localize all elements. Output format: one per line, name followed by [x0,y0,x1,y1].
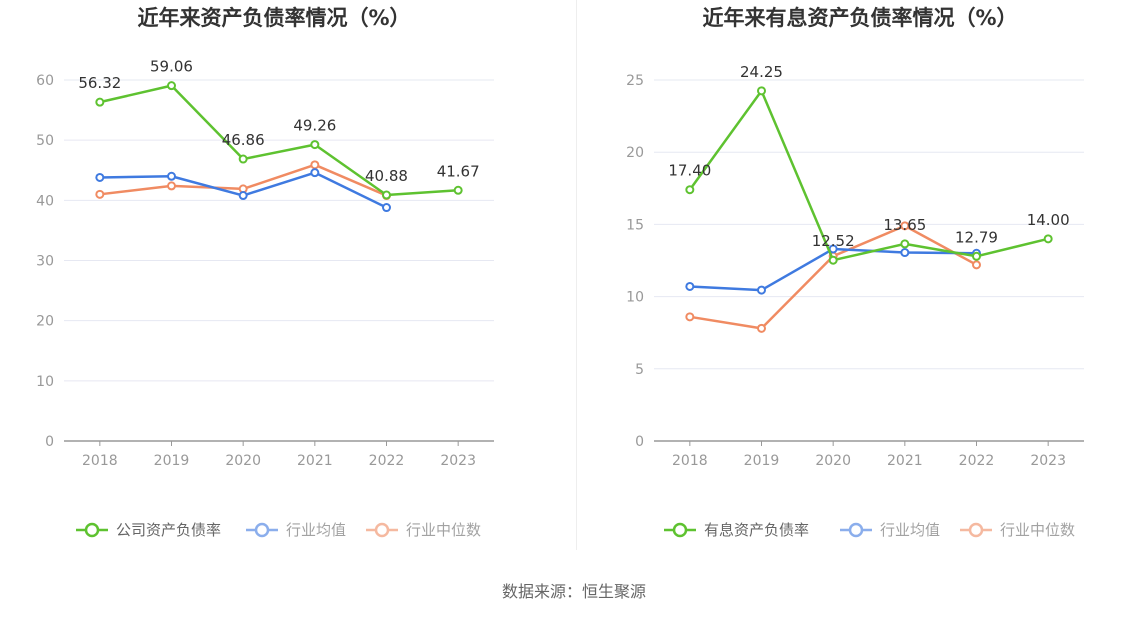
data-label: 12.79 [955,228,998,246]
legend-label: 行业中位数 [1000,521,1075,539]
legend-item-primary[interactable]: 公司资产负债率 [76,521,221,539]
data-label: 59.06 [150,58,193,76]
data-point-median[interactable] [95,189,105,199]
data-label: 13.65 [883,216,926,234]
legend-marker-icon [968,522,984,538]
y-tick-label: 30 [36,254,54,270]
data-point-average[interactable] [900,248,910,258]
data-label: 12.52 [812,232,855,250]
data-point-average[interactable] [238,191,248,201]
legend-marker-icon [374,522,390,538]
data-label: 41.67 [437,162,480,180]
x-tick-label: 2023 [1030,453,1066,469]
data-point-primary[interactable] [757,86,766,96]
legend-item-average[interactable]: 行业均值 [840,521,940,539]
x-tick-label: 2021 [887,453,923,469]
y-tick-label: 10 [626,290,644,306]
legend-item-average[interactable]: 行业均值 [246,521,346,539]
chart-title: 近年来有息资产负债率情况（%） [702,6,1017,30]
y-tick-label: 10 [36,374,54,390]
chart-svg: 近年来有息资产负债率情况（%） 0 5 10 15 20 25 2018 2019 2020 202… [626,6,1084,539]
x-tick-label: 2019 [154,453,190,469]
x-tick-label: 2020 [225,453,261,469]
y-tick-label: 50 [36,133,54,149]
data-point-primary[interactable] [238,154,248,164]
series-line-primary [688,89,1049,262]
data-label: 14.00 [1027,211,1070,229]
chart-divider [576,0,577,550]
data-label: 17.40 [668,162,711,180]
x-tick-label: 2022 [369,453,405,469]
legend-label: 行业均值 [286,521,346,539]
y-tick-label: 25 [626,73,644,89]
data-point-median[interactable] [685,312,695,322]
data-point-average[interactable] [310,168,320,178]
legend-marker-icon [254,522,270,538]
x-tick-label: 2023 [440,453,476,469]
y-tick-label: 20 [36,314,54,330]
data-point-median[interactable] [900,221,910,231]
y-tick-label: 40 [36,193,54,209]
legend-item-primary[interactable]: 有息资产负债率 [664,521,809,539]
data-point-average[interactable] [95,172,105,182]
y-tick-label: 0 [635,434,644,450]
x-tick-label: 2022 [959,453,995,469]
y-tick-label: 15 [626,217,644,233]
data-label: 24.25 [740,63,783,81]
data-point-primary[interactable] [453,185,463,195]
y-tick-label: 0 [45,434,54,450]
data-point-average[interactable] [685,281,695,291]
data-point-primary[interactable] [95,97,105,107]
legend-label: 行业中位数 [406,521,481,539]
data-point-median[interactable] [757,323,766,333]
source-note: 数据来源：恒生聚源 [501,582,646,601]
x-tick-label: 2021 [297,453,333,469]
data-point-primary[interactable] [685,185,695,195]
legend-marker-icon [848,522,864,538]
x-tick-label: 2018 [82,453,118,469]
legend-label: 行业均值 [880,521,940,539]
x-tick-label: 2020 [815,453,851,469]
data-point-primary[interactable] [167,81,176,91]
data-point-median[interactable] [972,260,981,270]
x-tick-label: 2018 [672,453,708,469]
legend-marker-icon [672,522,688,538]
series-line-primary [99,84,459,197]
data-point-primary[interactable] [310,140,320,150]
right-chart: 近年来有息资产负债率情况（%） 0 5 10 15 20 25 2018 2019 2020 202… [574,0,1148,560]
x-tick-label: 2019 [744,453,780,469]
legend-item-median[interactable]: 行业中位数 [960,521,1075,539]
legend-marker-icon [84,522,100,538]
data-point-median[interactable] [167,181,176,191]
data-point-primary[interactable] [900,239,910,249]
y-tick-label: 20 [626,145,644,161]
data-label: 46.86 [222,131,265,149]
left-chart: 近年来资产负债率情况（%） 0 10 20 30 40 50 60 2018 2019 2020 20… [0,0,574,560]
legend-label: 有息资产负债率 [704,521,809,539]
data-point-average[interactable] [167,171,176,181]
data-point-primary[interactable] [828,255,838,265]
data-point-median[interactable] [310,160,320,170]
chart-svg: 近年来资产负债率情况（%） 0 10 20 30 40 50 60 2018 2019 2020 20… [36,6,494,539]
data-point-average[interactable] [757,285,766,295]
data-point-average[interactable] [382,203,391,213]
data-point-primary[interactable] [1043,234,1053,244]
y-tick-label: 60 [36,73,54,89]
data-point-primary[interactable] [972,251,981,261]
chart-title: 近年来资产负债率情况（%） [137,6,410,30]
y-tick-label: 5 [635,362,644,378]
legend-item-median[interactable]: 行业中位数 [366,521,481,539]
data-label: 56.32 [78,74,121,92]
data-label: 40.88 [365,167,408,185]
data-point-primary[interactable] [382,190,391,200]
legend-label: 公司资产负债率 [116,521,221,539]
data-label: 49.26 [293,117,336,135]
